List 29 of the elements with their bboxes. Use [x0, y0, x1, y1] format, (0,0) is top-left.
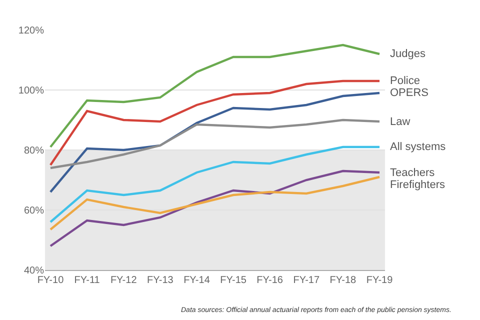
y-tick-label: 120% [18, 26, 44, 36]
y-tick-label: 60% [24, 206, 44, 216]
series-label: All systems [390, 141, 446, 153]
x-tick-label: FY-17 [293, 275, 320, 286]
y-tick-label: 80% [24, 146, 44, 156]
x-tick-label: FY-14 [184, 275, 210, 286]
x-tick-label: FY-11 [74, 275, 100, 286]
series-label: Law [390, 116, 410, 128]
x-tick-label: FY-13 [146, 275, 174, 286]
line-series [49, 146, 381, 224]
line-series [49, 176, 381, 231]
line-series [49, 118, 381, 170]
x-tick-label: FY-18 [330, 275, 357, 286]
series-label: Police [390, 75, 420, 87]
series-label: OPERS [390, 87, 429, 99]
x-tick-label: FY-10 [37, 275, 64, 286]
line-series [49, 92, 381, 194]
series-label: Firefighters [390, 179, 446, 191]
x-tick-label: FY-15 [220, 275, 247, 286]
line-series [49, 80, 381, 166]
x-tick-label: FY-19 [366, 275, 394, 286]
series-label: Teachers [390, 167, 436, 179]
line-series [49, 44, 381, 148]
x-tick-label: FY-12 [110, 275, 138, 286]
y-tick-label: 100% [18, 86, 44, 96]
y-tick-label: 40% [24, 266, 44, 276]
line-series [49, 170, 381, 248]
x-tick-label: FY-16 [256, 275, 284, 286]
series-label: Judges [390, 48, 426, 60]
